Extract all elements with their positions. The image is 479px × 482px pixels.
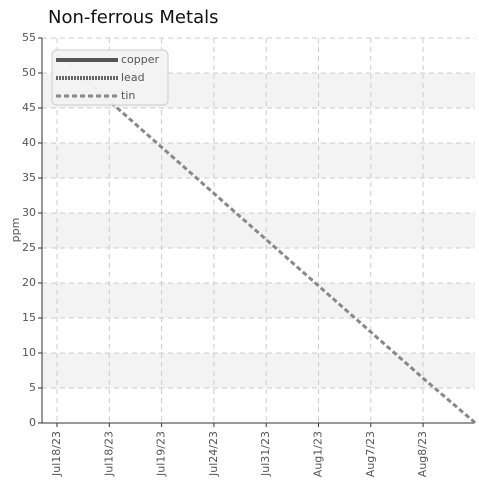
x-tick-label: Jul24/23 [207,431,220,477]
y-tick-label: 15 [22,311,36,324]
chart-title: Non-ferrous Metals [48,7,218,28]
y-tick-label: 50 [22,66,36,79]
y-tick-label: 20 [22,276,36,289]
y-tick-label: 40 [22,136,36,149]
grid-band [42,353,475,388]
y-tick-label: 45 [22,101,36,114]
x-tick-label: Aug1/23 [312,431,325,477]
x-tick-label: Aug8/23 [416,431,429,477]
line [56,53,477,425]
grid-band [42,283,475,318]
legend-label: tin [121,89,135,102]
x-tick-label: Aug7/23 [364,431,377,477]
y-tick-label: 25 [22,241,36,254]
y-tick-label: 55 [22,31,36,44]
x-tick-label: Jul18/23 [50,431,63,477]
y-tick-label: 35 [22,171,36,184]
grid-band [42,143,475,178]
legend-label: copper [121,53,160,66]
y-tick-label: 30 [22,206,36,219]
x-tick-label: Jul31/23 [259,431,272,477]
y-tick-label: 10 [22,346,36,359]
grid-band [42,213,475,248]
y-axis-label: ppm [9,218,22,243]
y-tick-label: 0 [29,416,36,429]
x-tick-label: Jul18/23 [102,431,115,477]
x-tick-label: Jul19/23 [155,431,168,477]
legend-label: lead [121,71,145,84]
y-tick-label: 5 [29,381,36,394]
